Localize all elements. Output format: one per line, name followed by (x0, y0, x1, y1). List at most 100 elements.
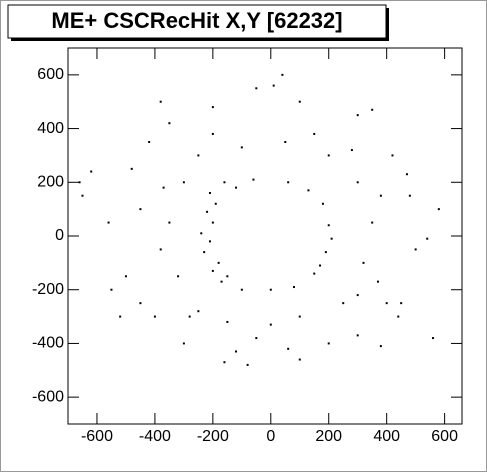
point (391, 154, 394, 157)
point (211, 269, 214, 272)
point (255, 337, 258, 340)
point (327, 224, 330, 227)
point (110, 288, 113, 291)
point (298, 315, 301, 318)
point (379, 345, 382, 348)
point (356, 181, 359, 184)
point (342, 302, 345, 305)
point (385, 302, 388, 305)
point (168, 122, 171, 125)
point (240, 146, 243, 149)
point (330, 237, 333, 240)
point (235, 186, 238, 189)
x-tick-label: 400 (373, 428, 400, 445)
plot-frame (67, 47, 463, 425)
y-tick-label: 200 (37, 174, 64, 191)
x-tick-label: -200 (197, 428, 229, 445)
point (217, 261, 220, 264)
point (327, 342, 330, 345)
point (159, 100, 162, 103)
point (272, 84, 275, 87)
point (182, 342, 185, 345)
point (168, 221, 171, 224)
point (148, 141, 151, 143)
point (269, 288, 272, 291)
point (313, 272, 316, 275)
y-tick-label: -200 (32, 281, 64, 298)
point (223, 181, 226, 184)
point (397, 315, 400, 318)
point (81, 194, 84, 197)
point (350, 149, 353, 152)
point (177, 275, 180, 278)
x-tick-label: 600 (431, 428, 458, 445)
point (437, 208, 440, 211)
point (379, 194, 382, 197)
point (208, 240, 211, 243)
point (281, 73, 284, 76)
y-tick-label: 400 (37, 120, 64, 137)
point (356, 294, 359, 297)
y-tick-label: -400 (32, 335, 64, 352)
point (124, 275, 127, 278)
point (246, 363, 249, 366)
point (223, 361, 226, 364)
point (252, 178, 255, 181)
point (269, 323, 272, 326)
point (214, 202, 217, 205)
point (235, 350, 238, 353)
point (313, 132, 316, 135)
point (211, 221, 214, 224)
point (327, 154, 330, 157)
point (197, 154, 200, 157)
point (240, 288, 243, 291)
point (371, 221, 374, 224)
x-tick-label: 0 (266, 428, 275, 445)
point (78, 181, 81, 184)
point (200, 232, 203, 235)
point (324, 251, 327, 254)
point (405, 173, 408, 176)
point (362, 261, 365, 264)
chart-title: ME+ CSCRecHit X,Y [62232] (51, 8, 342, 33)
y-tick-label: 600 (37, 66, 64, 83)
title-box (7, 4, 387, 39)
point (298, 358, 301, 361)
point (119, 315, 122, 318)
point (182, 181, 185, 184)
point (376, 280, 379, 283)
point (139, 208, 142, 211)
point (197, 310, 200, 313)
point (153, 315, 156, 318)
point (220, 280, 223, 283)
point (90, 170, 93, 173)
point (298, 100, 301, 103)
point (203, 251, 206, 254)
point (107, 221, 110, 224)
point (211, 132, 214, 135)
point (211, 106, 214, 109)
point (321, 202, 324, 205)
point (226, 320, 229, 323)
point (426, 237, 429, 240)
x-tick-label: -400 (139, 428, 171, 445)
point (255, 87, 258, 90)
point (130, 167, 133, 170)
point (287, 181, 290, 184)
y-tick-label: -600 (32, 388, 64, 405)
point (292, 286, 295, 289)
x-tick-label: -600 (81, 428, 113, 445)
point (226, 275, 229, 278)
point (356, 114, 359, 117)
point (414, 248, 417, 251)
point (432, 337, 435, 340)
point (319, 264, 322, 267)
point (400, 302, 403, 305)
point (139, 302, 142, 305)
point (284, 141, 287, 143)
point (159, 248, 162, 251)
point (162, 186, 165, 189)
point (408, 194, 411, 197)
